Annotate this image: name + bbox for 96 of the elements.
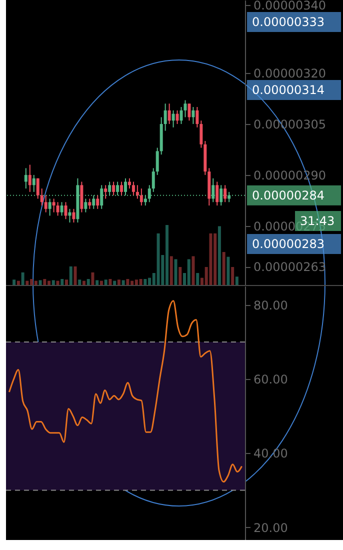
bar — [139, 279, 142, 285]
bar — [56, 280, 60, 285]
bar — [21, 272, 24, 285]
bar — [192, 256, 195, 285]
bar — [26, 280, 29, 285]
bar — [122, 280, 125, 285]
candlestick — [72, 208, 76, 223]
candlestick — [140, 188, 143, 206]
candlestick — [120, 181, 124, 196]
bar — [34, 280, 38, 285]
bar — [156, 233, 160, 285]
candlestick — [180, 106, 183, 124]
candlestick — [220, 184, 223, 206]
candlestick — [188, 103, 191, 122]
text: 0.00000333 — [252, 15, 325, 29]
candlestick — [132, 181, 135, 196]
y-tick-label: 0.00000340 — [254, 0, 326, 13]
bar — [74, 266, 77, 285]
candlestick — [156, 147, 159, 176]
candlestick — [152, 168, 155, 192]
bar — [218, 226, 221, 285]
candlestick — [52, 198, 56, 213]
candlestick — [148, 184, 151, 203]
bar — [100, 280, 103, 285]
candlestick — [36, 178, 40, 200]
candlestick — [128, 178, 131, 190]
bar — [187, 259, 190, 285]
candlestick — [184, 100, 187, 118]
bar — [178, 267, 182, 285]
candlestick — [124, 178, 127, 196]
candlestick — [64, 202, 68, 220]
bar — [82, 280, 86, 285]
candlestick — [168, 103, 171, 124]
candlestick — [96, 194, 100, 210]
bar — [231, 267, 234, 285]
bar — [78, 280, 82, 285]
bar — [196, 273, 200, 285]
bar — [43, 279, 46, 285]
bar — [235, 276, 238, 285]
candlestick — [136, 184, 139, 200]
candlestick — [172, 110, 175, 128]
bar — [117, 280, 120, 285]
bar — [104, 280, 108, 285]
bar — [12, 280, 16, 285]
y-tick-label: 0.00000320 — [254, 66, 326, 81]
candlestick — [48, 198, 52, 216]
bar — [91, 272, 94, 285]
y-tick-label: 80.00 — [254, 298, 288, 312]
text: 0.00000314 — [252, 83, 325, 97]
candlestick — [112, 181, 116, 196]
candlestick — [88, 198, 92, 210]
candlestick — [60, 202, 64, 216]
candlestick — [28, 164, 32, 192]
text: 0.00000283 — [252, 237, 325, 251]
bar — [170, 256, 173, 285]
candlestick — [196, 106, 199, 128]
candlestick — [216, 181, 219, 206]
bar — [65, 280, 68, 285]
bar — [60, 279, 64, 285]
bar — [86, 279, 90, 285]
candlestick — [200, 120, 203, 148]
candlestick — [192, 106, 195, 124]
bar — [96, 280, 99, 285]
bar — [226, 256, 230, 285]
candlestick — [32, 174, 36, 192]
bar — [52, 280, 55, 285]
candlestick — [44, 194, 48, 213]
candlestick — [56, 202, 60, 216]
candlestick — [84, 198, 88, 213]
bar — [126, 279, 130, 285]
candlestick — [104, 184, 108, 200]
candlestick — [212, 178, 215, 203]
candlestick — [224, 184, 227, 203]
bar — [113, 280, 116, 285]
ref-line-label: 0.00000284 — [252, 188, 325, 202]
candlestick — [40, 188, 44, 206]
bar — [144, 279, 147, 285]
candlestick — [92, 194, 96, 210]
candlestick — [24, 168, 28, 190]
candlestick — [80, 181, 84, 213]
y-tick-label: 60.00 — [254, 372, 288, 387]
candlestick — [144, 194, 147, 206]
candlestick — [108, 181, 112, 196]
bar — [174, 259, 178, 285]
bar — [69, 266, 72, 285]
bar — [16, 280, 20, 285]
candlestick — [176, 110, 179, 124]
candlestick — [164, 103, 167, 132]
candlestick — [100, 184, 104, 210]
line-series — [8, 300, 243, 483]
candlestick — [116, 181, 120, 196]
bar — [222, 252, 226, 285]
bar — [209, 233, 212, 285]
bar — [38, 280, 42, 285]
bar — [108, 279, 112, 285]
y-tick-label: 20.00 — [254, 520, 288, 535]
